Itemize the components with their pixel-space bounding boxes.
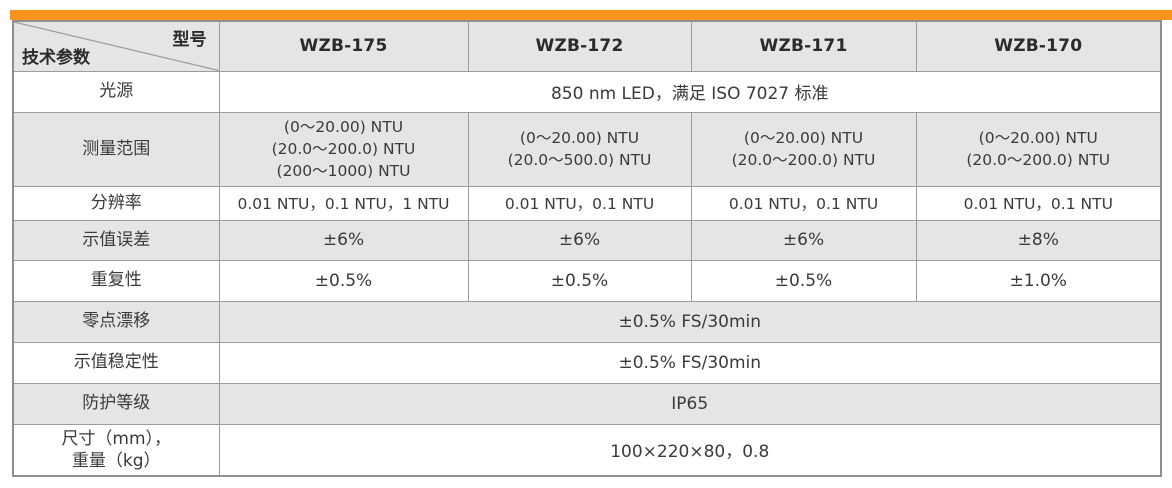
corner-cell: 型号 技术参数: [12, 20, 220, 72]
cell-value: ±6%: [690, 219, 917, 261]
row-label: 零点漂移: [12, 300, 220, 343]
row-indication-stability: 示值稳定性 ±0.5% FS/30min: [12, 341, 1162, 384]
cell-value: ±8%: [915, 219, 1162, 261]
row-resolution: 分辨率 0.01 NTU，0.1 NTU，1 NTU 0.01 NTU，0.1 …: [12, 185, 1162, 221]
row-indication-error: 示值误差 ±6% ±6% ±6% ±8%: [12, 219, 1162, 261]
row-repeatability: 重复性 ±0.5% ±0.5% ±0.5% ±1.0%: [12, 259, 1162, 302]
cell-value: (0～20.00) NTU (20.0～200.0) NTU: [690, 111, 917, 187]
row-label: 尺寸（mm）， 重量（kg）: [12, 423, 220, 477]
cell-value-span: IP65: [218, 382, 1162, 425]
row-label: 示值误差: [12, 219, 220, 261]
cell-value: ±6%: [218, 219, 469, 261]
range-line: (0～20.00) NTU: [283, 118, 404, 136]
cell-value-span: 100×220×80，0.8: [218, 423, 1162, 477]
cell-value: (0～20.00) NTU (20.0～200.0) NTU (200～1000…: [218, 111, 469, 187]
range-line: (20.0～200.0) NTU: [731, 151, 876, 169]
row-measure-range: 测量范围 (0～20.00) NTU (20.0～200.0) NTU (200…: [12, 111, 1162, 187]
row-light-source: 光源 850 nm LED，满足 ISO 7027 标准: [12, 70, 1162, 113]
range-line: (20.0～200.0) NTU: [271, 140, 416, 158]
range-line: (200～1000) NTU: [276, 162, 411, 180]
row-label: 示值稳定性: [12, 341, 220, 384]
diagonal-divider: [14, 22, 219, 71]
label-line: 尺寸（mm），: [61, 428, 172, 449]
cell-value: ±1.0%: [915, 259, 1162, 302]
cell-value: (0～20.00) NTU (20.0～500.0) NTU: [467, 111, 692, 187]
cell-value: ±0.5%: [467, 259, 692, 302]
range-line: (0～20.00) NTU: [978, 129, 1098, 147]
cell-value: 0.01 NTU，0.1 NTU: [915, 185, 1162, 221]
cell-value: ±0.5%: [218, 259, 469, 302]
range-line: (20.0～200.0) NTU: [966, 151, 1111, 169]
model-header-wzb171: WZB-171: [690, 20, 917, 72]
row-label: 光源: [12, 70, 220, 113]
row-dimensions-weight: 尺寸（mm）， 重量（kg） 100×220×80，0.8: [12, 423, 1162, 477]
label-line: 重量（kg）: [71, 450, 161, 471]
row-label: 防护等级: [12, 382, 220, 425]
cell-value: 0.01 NTU，0.1 NTU: [467, 185, 692, 221]
row-label: 重复性: [12, 259, 220, 302]
model-header-wzb170: WZB-170: [915, 20, 1162, 72]
model-header-wzb172: WZB-172: [467, 20, 692, 72]
cell-value: 0.01 NTU，0.1 NTU，1 NTU: [218, 185, 469, 221]
corner-model-label: 型号: [172, 30, 207, 50]
corner-param-label: 技术参数: [22, 47, 90, 68]
cell-value: ±6%: [467, 219, 692, 261]
row-label: 分辨率: [12, 185, 220, 221]
accent-bar: [10, 10, 1172, 20]
range-line: (0～20.00) NTU: [743, 129, 864, 147]
header-row: 型号 技术参数 WZB-175 WZB-172 WZB-171 WZB-170: [12, 20, 1162, 72]
row-protection-rating: 防护等级 IP65: [12, 382, 1162, 425]
cell-value: (0～20.00) NTU (20.0～200.0) NTU: [915, 111, 1162, 187]
cell-value-span: ±0.5% FS/30min: [218, 300, 1162, 343]
range-line: (0～20.00) NTU: [519, 129, 640, 147]
cell-value: 0.01 NTU，0.1 NTU: [690, 185, 917, 221]
row-zero-drift: 零点漂移 ±0.5% FS/30min: [12, 300, 1162, 343]
range-line: (20.0～500.0) NTU: [507, 151, 652, 169]
cell-value: ±0.5%: [690, 259, 917, 302]
model-header-wzb175: WZB-175: [218, 20, 469, 72]
row-label: 测量范围: [12, 111, 220, 187]
cell-value-span: ±0.5% FS/30min: [218, 341, 1162, 384]
cell-value-span: 850 nm LED，满足 ISO 7027 标准: [218, 70, 1162, 113]
spec-table: 型号 技术参数 WZB-175 WZB-172 WZB-171 WZB-170 …: [12, 20, 1162, 477]
